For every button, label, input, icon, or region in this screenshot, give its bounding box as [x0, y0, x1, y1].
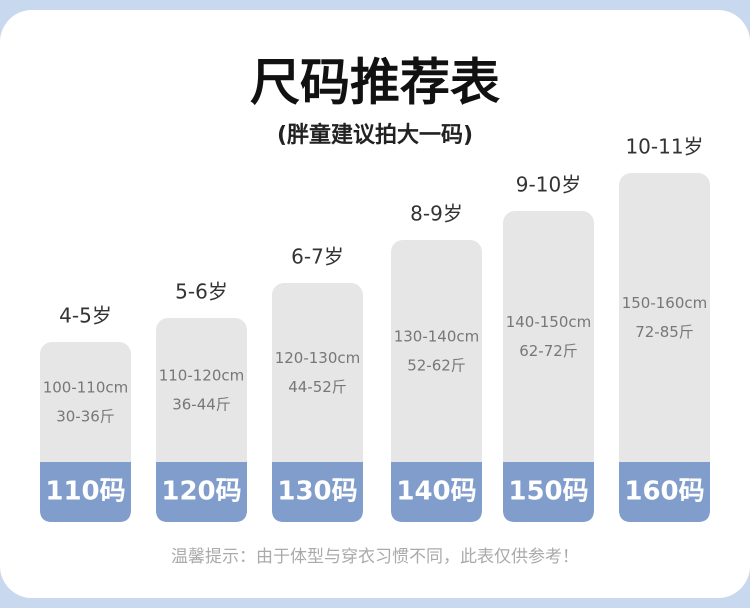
size-band	[391, 462, 482, 522]
size-column	[503, 211, 594, 522]
weight-range: 30-36斤	[56, 408, 115, 426]
title: 尺码推荐表	[250, 54, 500, 112]
age-label: 5-6岁	[175, 280, 228, 304]
size-band	[156, 462, 247, 522]
age-label: 8-9岁	[410, 202, 463, 226]
size-column	[391, 240, 482, 522]
size-column	[619, 173, 710, 522]
height-range: 140-150cm	[506, 313, 592, 331]
subtitle: (胖童建议拍大一码)	[277, 122, 473, 148]
footer-note: 温馨提示：由于体型与穿衣习惯不同，此表仅供参考！	[171, 547, 579, 567]
size-band	[272, 462, 363, 522]
weight-range: 44-52斤	[288, 378, 347, 396]
size-label: 130码	[277, 477, 357, 507]
height-range: 130-140cm	[394, 328, 480, 346]
size-label: 120码	[161, 477, 241, 507]
weight-range: 52-62斤	[407, 357, 466, 375]
age-label: 9-10岁	[516, 173, 581, 197]
size-band	[40, 462, 131, 522]
size-band	[503, 462, 594, 522]
weight-range: 62-72斤	[519, 342, 578, 360]
size-label: 150码	[508, 477, 588, 507]
size-label: 160码	[624, 477, 704, 507]
height-range: 150-160cm	[622, 294, 708, 312]
age-label: 10-11岁	[625, 135, 703, 159]
size-band	[619, 462, 710, 522]
weight-range: 72-85斤	[635, 323, 694, 341]
size-label: 140码	[396, 477, 476, 507]
height-range: 100-110cm	[43, 379, 129, 397]
size-label: 110码	[45, 477, 125, 507]
age-label: 6-7岁	[291, 245, 344, 269]
age-label: 4-5岁	[59, 304, 112, 328]
weight-range: 36-44斤	[172, 396, 231, 414]
height-range: 110-120cm	[159, 367, 245, 385]
height-range: 120-130cm	[275, 349, 361, 367]
